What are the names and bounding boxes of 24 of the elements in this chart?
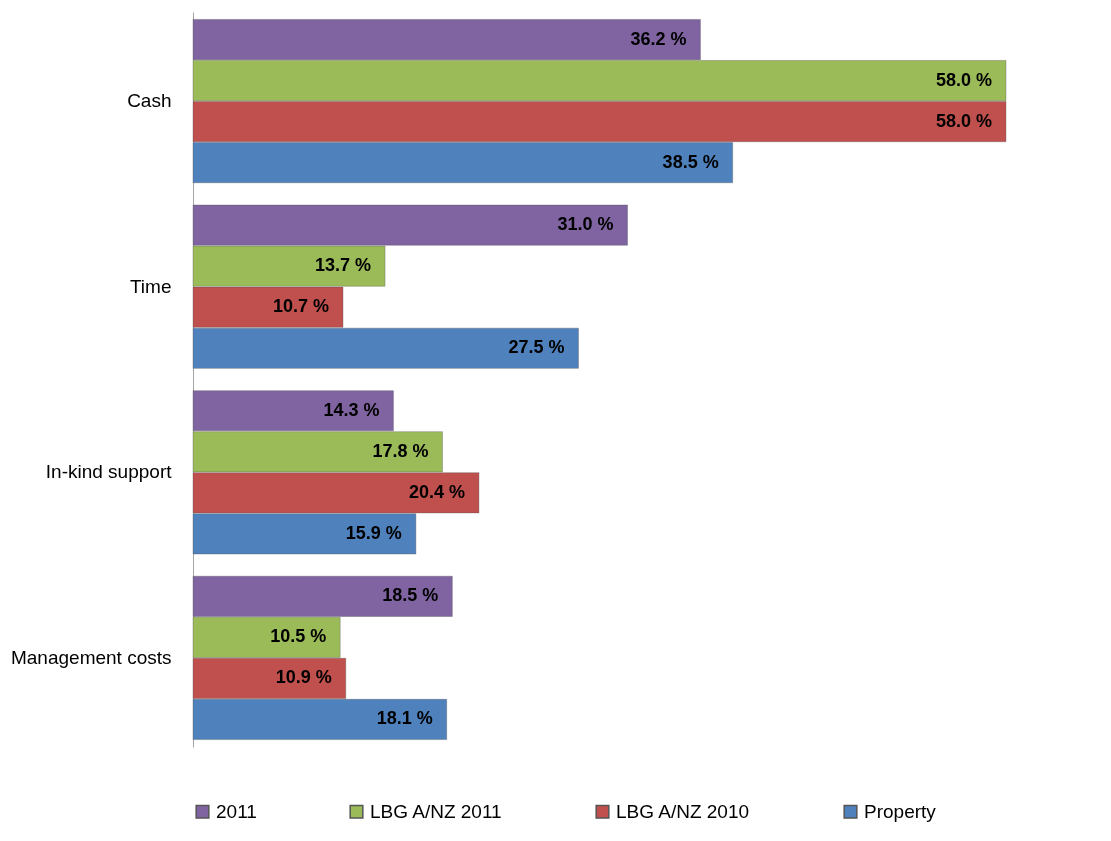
legend-label: 2011: [216, 800, 257, 822]
data-label: 36.2 %: [630, 28, 687, 49]
data-label: 31.0 %: [557, 214, 614, 235]
data-label: 17.8 %: [372, 440, 429, 461]
y-tick-label: In-kind support: [45, 461, 173, 483]
data-label: 58.0 %: [935, 110, 992, 131]
data-label: 20.4 %: [408, 481, 465, 502]
data-label: 58.0 %: [935, 69, 992, 90]
legend-label: LBG A/NZ 2011: [370, 800, 502, 822]
data-label: 38.5 %: [662, 151, 719, 172]
data-label: 13.7 %: [314, 255, 372, 276]
data-label: 10.9 %: [275, 667, 332, 688]
data-label: 27.5 %: [508, 337, 565, 358]
data-label: 14.3 %: [323, 399, 380, 420]
y-tick-label: Cash: [127, 90, 172, 112]
data-label: 10.7 %: [272, 296, 329, 317]
y-tick-label: Time: [129, 275, 172, 297]
data-label: 10.5 %: [270, 626, 327, 647]
legend-label: Property: [864, 800, 937, 822]
y-tick-label: Management costs: [10, 646, 172, 668]
data-label: 18.1 %: [376, 708, 433, 729]
data-label: 15.9 %: [345, 522, 402, 543]
legend-label: LBG A/NZ 2010: [616, 800, 750, 822]
data-label: 18.5 %: [382, 585, 439, 606]
